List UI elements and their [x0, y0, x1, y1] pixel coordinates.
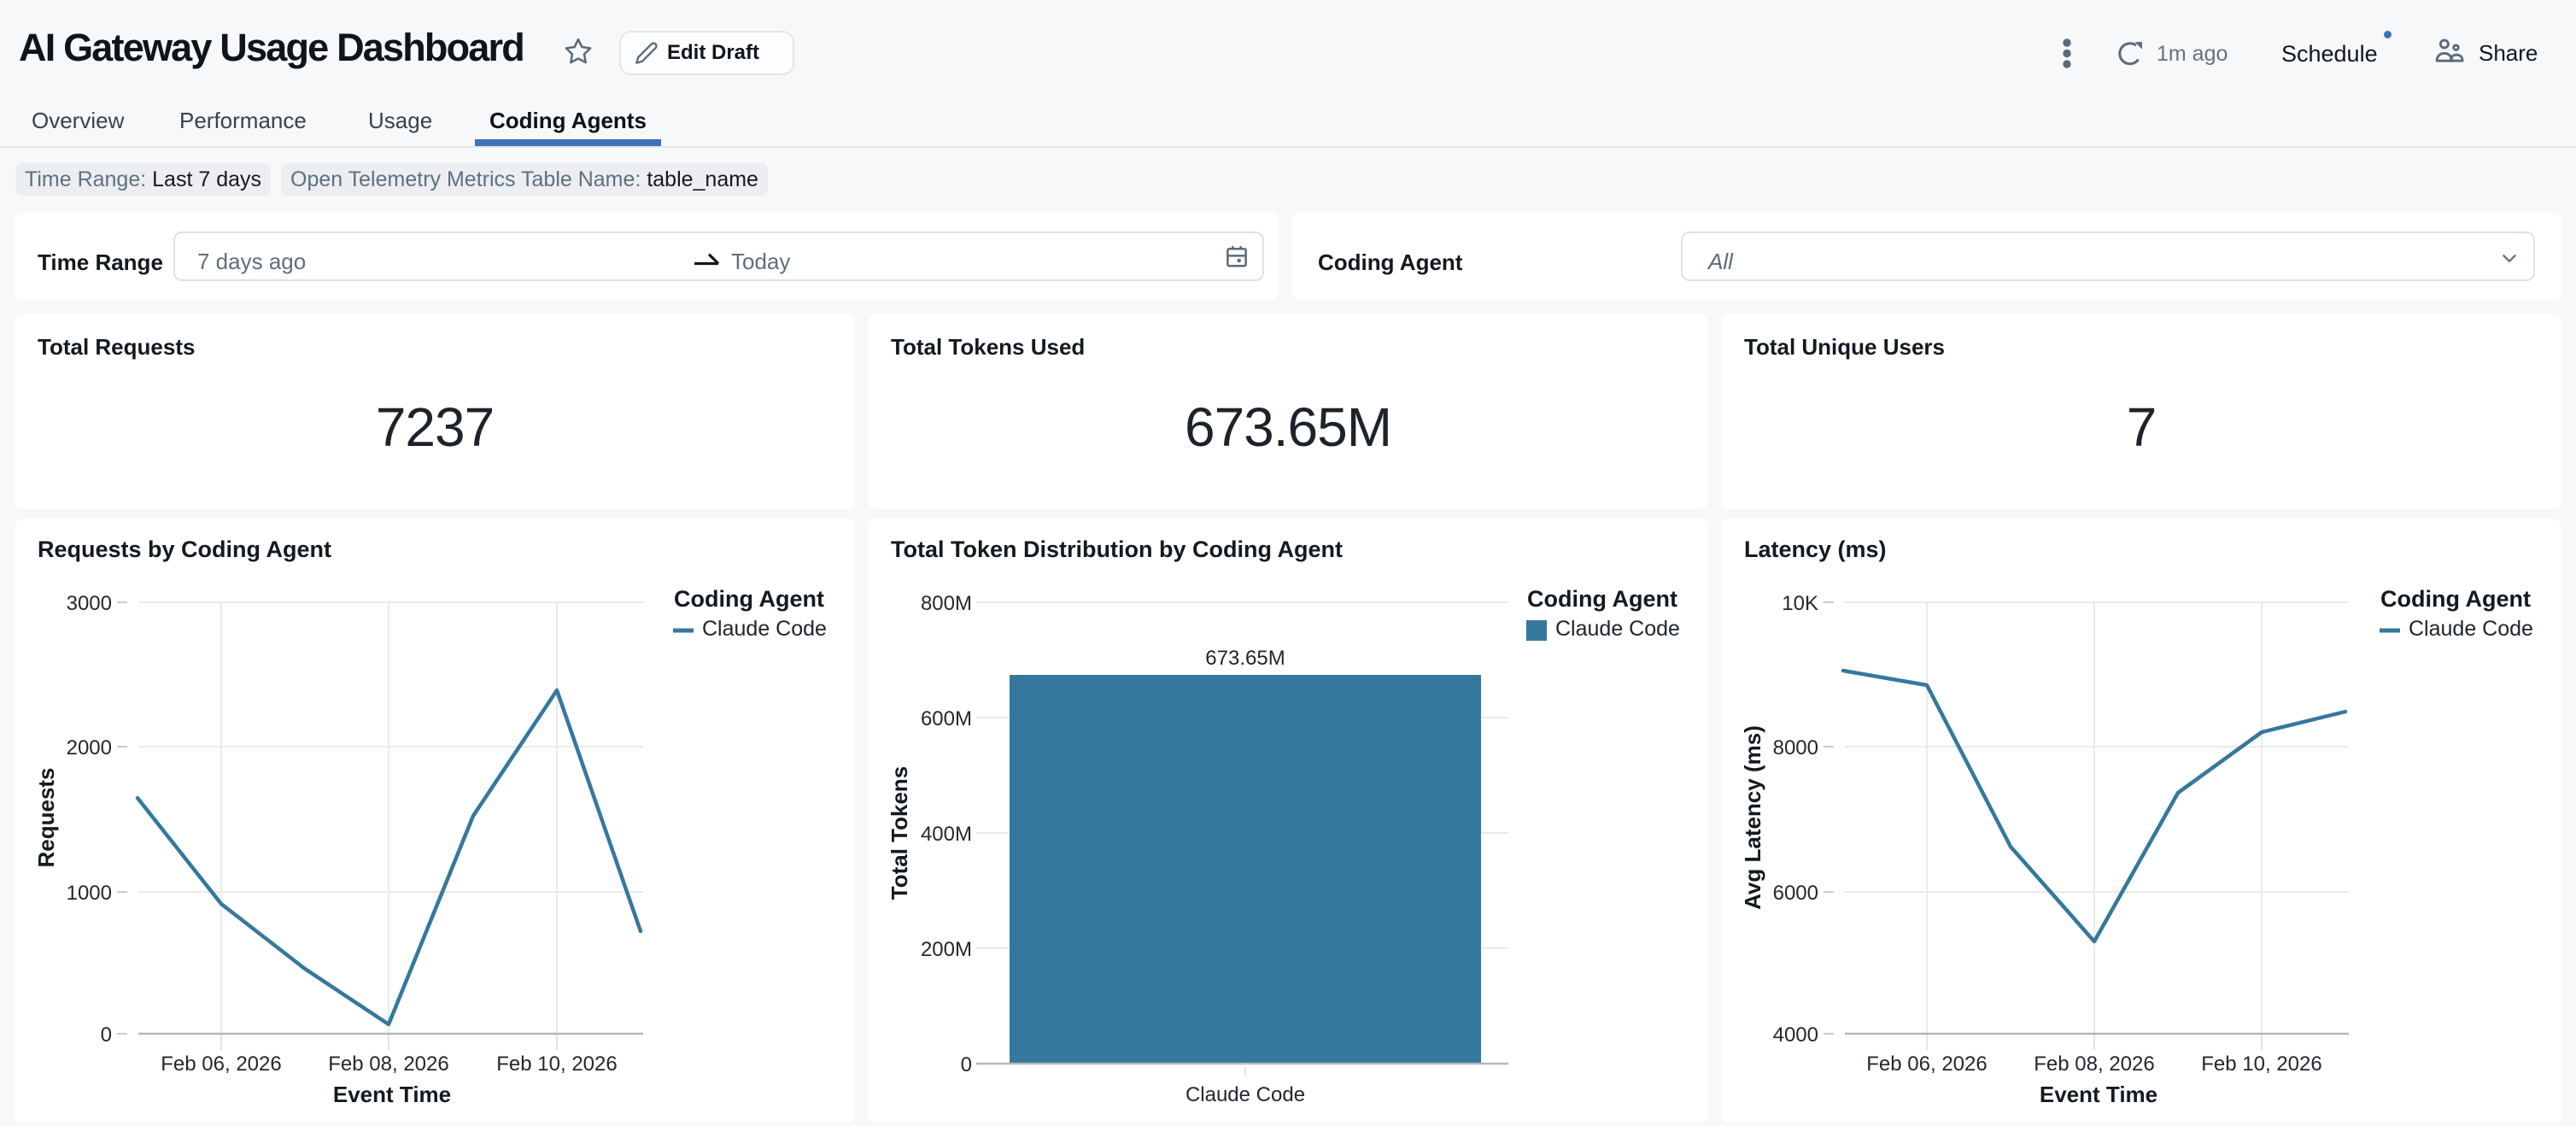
svg-text:3000: 3000: [67, 592, 112, 615]
svg-text:0: 0: [101, 1023, 112, 1047]
svg-text:Latency (ms): Latency (ms): [1744, 537, 1887, 562]
svg-text:8000: 8000: [1773, 736, 1818, 759]
svg-text:Requests: Requests: [33, 767, 59, 867]
svg-text:Feb 10, 2026: Feb 10, 2026: [2201, 1053, 2321, 1076]
svg-text:Feb 06, 2026: Feb 06, 2026: [161, 1053, 281, 1076]
svg-text:200M: 200M: [921, 938, 972, 961]
svg-text:Feb 10, 2026: Feb 10, 2026: [496, 1053, 617, 1076]
svg-text:Feb 06, 2026: Feb 06, 2026: [1866, 1053, 1987, 1076]
svg-text:Total Tokens: Total Tokens: [887, 766, 912, 900]
svg-text:800M: 800M: [921, 592, 972, 615]
svg-text:1000: 1000: [67, 882, 112, 905]
svg-text:4000: 4000: [1773, 1023, 1818, 1047]
svg-text:Claude Code: Claude Code: [1186, 1083, 1305, 1106]
svg-text:Avg Latency (ms): Avg Latency (ms): [1740, 725, 1765, 910]
svg-text:Event Time: Event Time: [2040, 1082, 2157, 1107]
svg-text:6000: 6000: [1773, 882, 1818, 905]
svg-text:Coding Agent: Coding Agent: [1527, 586, 1677, 612]
svg-text:Coding Agent: Coding Agent: [674, 586, 824, 612]
svg-text:Claude Code: Claude Code: [702, 617, 827, 641]
svg-text:Feb 08, 2026: Feb 08, 2026: [2034, 1053, 2154, 1076]
svg-text:Coding Agent: Coding Agent: [2380, 586, 2531, 612]
svg-text:Total Token Distribution by Co: Total Token Distribution by Coding Agent: [891, 537, 1343, 562]
svg-text:673.65M: 673.65M: [1205, 647, 1285, 670]
svg-text:2000: 2000: [67, 736, 112, 759]
svg-text:Event Time: Event Time: [333, 1082, 451, 1107]
svg-text:Requests by Coding Agent: Requests by Coding Agent: [38, 537, 331, 562]
svg-text:400M: 400M: [921, 823, 972, 846]
svg-text:10K: 10K: [1782, 592, 1818, 615]
svg-text:Feb 08, 2026: Feb 08, 2026: [328, 1053, 448, 1076]
svg-text:Claude Code: Claude Code: [2409, 617, 2533, 641]
svg-text:0: 0: [961, 1053, 972, 1076]
svg-text:Claude Code: Claude Code: [1555, 617, 1680, 641]
svg-text:600M: 600M: [921, 707, 972, 730]
